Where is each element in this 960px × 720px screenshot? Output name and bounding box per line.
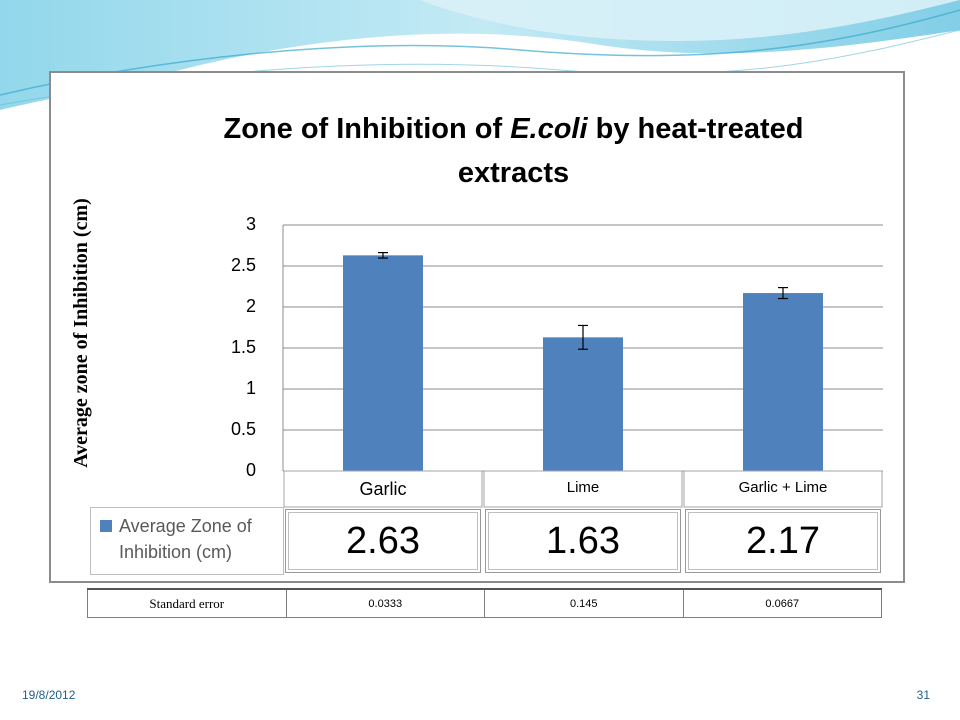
background-swoosh xyxy=(0,0,960,110)
y-tick-label: 1.5 xyxy=(230,337,256,357)
y-tick-label: 2 xyxy=(245,296,256,316)
standard-error-garlic: 0.0333 xyxy=(285,588,485,618)
chart-title-part1: Zone of Inhibition of xyxy=(223,113,511,145)
y-tick-label: 2.5 xyxy=(230,255,256,275)
y-tick-label: 3 xyxy=(245,214,256,234)
standard-error-label: Standard error xyxy=(87,588,287,618)
chart-title-part2: by heat-treated extracts xyxy=(457,113,804,189)
chart-title: Zone of Inhibition of E.coli by heat-tre… xyxy=(171,107,856,195)
standard-error-garlic-lime: 0.0667 xyxy=(682,588,882,618)
y-tick-label: 1 xyxy=(245,378,256,398)
data-table-value: 2.17 xyxy=(685,509,881,573)
footer-page-number: 31 xyxy=(916,688,930,702)
category-label: Lime xyxy=(566,479,600,496)
standard-error-table: Standard error 0.0333 0.145 0.0667 xyxy=(87,588,882,618)
bar xyxy=(543,337,623,471)
category-cell xyxy=(683,470,883,508)
category-label: Garlic xyxy=(359,479,407,499)
y-tick-label: 0.5 xyxy=(230,419,256,439)
bar xyxy=(343,255,423,471)
y-axis-label-text: Average zone of Inhibition (cm) xyxy=(70,198,92,468)
bar xyxy=(743,293,823,471)
chart-title-organism: E.coli xyxy=(510,113,588,145)
chart-frame: Zone of Inhibition of E.coli by heat-tre… xyxy=(49,71,905,583)
category-cell xyxy=(283,470,483,508)
standard-error-lime: 0.145 xyxy=(484,588,684,618)
chart-plot xyxy=(282,224,883,508)
legend-label-line2: Inhibition (cm) xyxy=(119,542,233,562)
legend-label: Average Zone of Inhibition (cm) xyxy=(119,513,281,565)
footer-date: 19/8/2012 xyxy=(22,688,76,702)
legend-swatch xyxy=(100,520,112,532)
legend-label-line1: Average Zone of xyxy=(119,516,252,536)
y-tick-label: 0 xyxy=(245,460,256,480)
category-label: Garlic + Lime xyxy=(738,479,828,496)
y-axis-label: Average zone of Inhibition (cm) xyxy=(56,183,106,483)
standard-error-row: Standard error 0.0333 0.145 0.0667 xyxy=(87,588,882,618)
legend: Average Zone of Inhibition (cm) xyxy=(90,507,284,575)
category-cell xyxy=(483,470,683,508)
data-table-value: 2.63 xyxy=(285,509,481,573)
data-table-value: 1.63 xyxy=(485,509,681,573)
